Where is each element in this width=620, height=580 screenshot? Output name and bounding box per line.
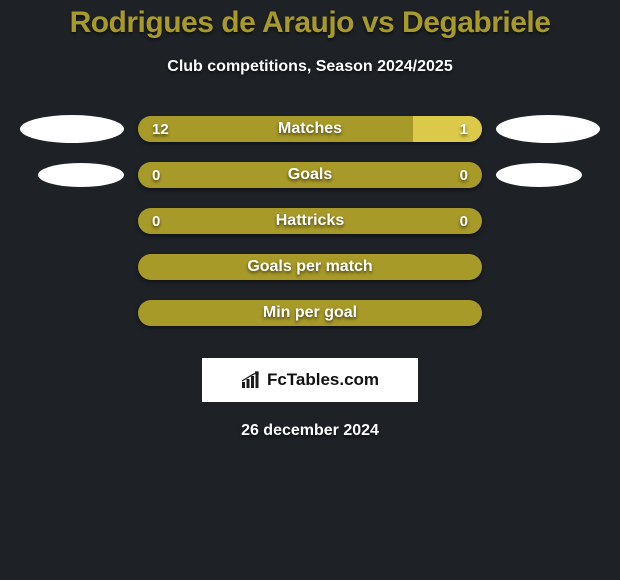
stat-label: Goals: [178, 166, 442, 184]
stat-right-value: 1: [442, 121, 482, 138]
stat-label: Hattricks: [178, 212, 442, 230]
bar-chart-icon: [241, 371, 263, 389]
fctables-logo: FcTables.com: [202, 358, 418, 402]
comparison-title: Rodrigues de Araujo vs Degabriele: [0, 0, 620, 40]
stats-rows: 12Matches10Goals00Hattricks0Goals per ma…: [0, 106, 620, 336]
stat-row: Min per goal: [0, 290, 620, 336]
team-badge-right: [496, 115, 600, 143]
stat-right-value: 0: [442, 213, 482, 230]
stat-label: Min per goal: [178, 304, 442, 322]
snapshot-date: 26 december 2024: [0, 422, 620, 440]
stat-bar: 0Hattricks0: [138, 208, 482, 234]
stat-bar: 12Matches1: [138, 116, 482, 142]
stat-label: Goals per match: [178, 258, 442, 276]
fctables-logo-inner: FcTables.com: [241, 370, 379, 390]
stat-left-value: 0: [138, 167, 178, 184]
team-badge-left: [38, 163, 124, 187]
stat-row: 0Goals0: [0, 152, 620, 198]
stat-bar: Min per goal: [138, 300, 482, 326]
stat-left-value: 12: [138, 121, 178, 138]
stat-left-value: 0: [138, 213, 178, 230]
stat-right-value: 0: [442, 167, 482, 184]
fctables-logo-text: FcTables.com: [267, 370, 379, 390]
comparison-subtitle: Club competitions, Season 2024/2025: [0, 58, 620, 76]
stat-label: Matches: [178, 120, 442, 138]
stat-row: Goals per match: [0, 244, 620, 290]
team-badge-right: [496, 163, 582, 187]
stat-bar: Goals per match: [138, 254, 482, 280]
stat-row: 0Hattricks0: [0, 198, 620, 244]
team-badge-left: [20, 115, 124, 143]
stat-bar: 0Goals0: [138, 162, 482, 188]
stat-row: 12Matches1: [0, 106, 620, 152]
